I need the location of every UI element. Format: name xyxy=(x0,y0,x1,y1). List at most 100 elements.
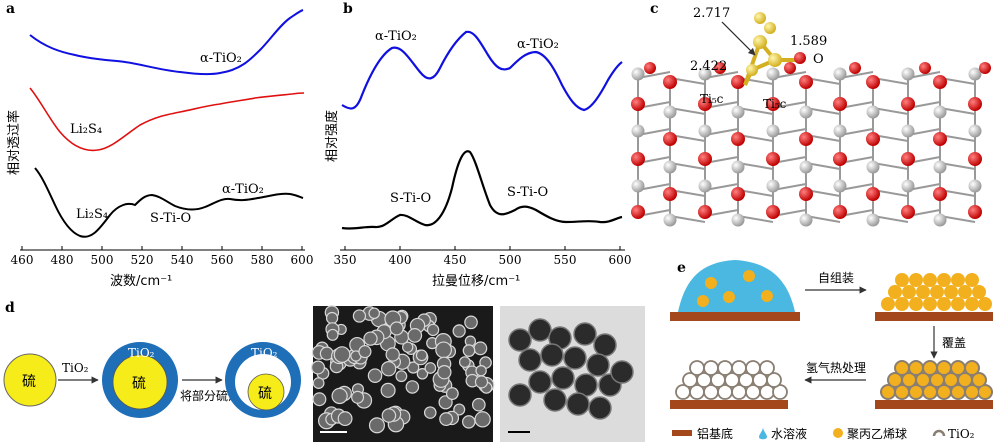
panel-b-x-tick-label: 400 xyxy=(389,253,412,267)
pp-sphere xyxy=(951,273,965,287)
panel-c-ti-label-1: Ti₅c xyxy=(700,92,724,106)
pp-sphere xyxy=(916,285,930,299)
hollow-tio2-shell xyxy=(689,360,705,376)
titanium-atom xyxy=(799,213,813,227)
oxygen-atom xyxy=(663,187,677,201)
panel-b-x-tick-label: 500 xyxy=(499,253,522,267)
shell-label-1: TiO₂ xyxy=(128,346,155,360)
oxygen-atom xyxy=(698,152,712,166)
pp-sphere xyxy=(697,295,709,307)
oxygen-atom xyxy=(901,152,915,166)
panel-b-top-curve xyxy=(341,30,623,112)
hollow-tio2-shell xyxy=(766,372,782,388)
pp-sphere xyxy=(972,285,986,299)
tem-particle xyxy=(610,360,634,384)
sem-sphere xyxy=(352,309,367,323)
substrate xyxy=(875,400,993,409)
panel-c: c 2.717 1.589 2.422 O Ti₅c Ti₅c xyxy=(631,1,991,227)
pp-sphere xyxy=(910,362,922,374)
panel-e: e 自组装 覆盖 氢气热处理 铝基底 水溶液 聚丙乙烯球 xyxy=(670,260,993,441)
panel-a-label-alpha-top: α-TiO₂ xyxy=(200,51,242,66)
panel-a-top-curve xyxy=(29,9,304,76)
panel-c-distance-3: 2.422 xyxy=(690,59,727,74)
substrate xyxy=(670,400,788,409)
sulfur-particle xyxy=(3,353,57,407)
panel-b-label-stio-1: S-Ti-O xyxy=(390,191,431,206)
sem-sphere xyxy=(325,311,339,325)
panel-a-x-ticks: 460 480 500 520 540 560 580 600 xyxy=(11,246,313,267)
tem-particle xyxy=(563,346,587,370)
pp-sphere xyxy=(705,277,717,289)
oxygen-atom xyxy=(714,62,726,74)
sem-sphere xyxy=(464,315,478,330)
oxygen-atom xyxy=(731,187,745,201)
pp-sphere xyxy=(896,386,908,398)
panel-e-letter: e xyxy=(677,260,686,276)
sem-sphere xyxy=(445,387,459,400)
panel-a-xlabel: 波数/cm⁻¹ xyxy=(110,274,172,289)
substrate xyxy=(670,312,800,321)
oxygen-atom xyxy=(933,187,947,201)
oxygen-atom xyxy=(979,62,991,74)
titanium-atom xyxy=(731,105,745,119)
pp-sphere xyxy=(723,291,735,303)
titanium-atom xyxy=(663,160,677,174)
oxygen-atom xyxy=(833,97,847,111)
pp-sphere xyxy=(959,374,971,386)
pp-sphere xyxy=(944,285,958,299)
sem-sphere xyxy=(453,403,466,416)
oxygen-atom xyxy=(849,62,861,74)
tem-particle xyxy=(573,322,597,346)
sem-sphere xyxy=(337,411,353,427)
sem-sphere xyxy=(452,324,466,338)
sulfur-core xyxy=(112,354,168,410)
panel-b-x-tick-label: 350 xyxy=(334,253,357,267)
hollow-tio2-shell xyxy=(703,360,719,376)
oxygen-atom xyxy=(663,132,677,146)
pp-sphere xyxy=(903,374,915,386)
sulfur-label-1: 硫 xyxy=(22,374,36,390)
sem-sphere xyxy=(385,347,400,362)
panel-a-x-tick-label: 480 xyxy=(51,253,74,267)
oxygen-atom xyxy=(833,152,847,166)
panel-a-letter: a xyxy=(6,1,15,17)
oxygen-atom xyxy=(919,62,931,74)
oxygen-atom xyxy=(799,187,813,201)
sem-sphere xyxy=(415,349,428,362)
panel-e-step-cover: 覆盖 xyxy=(942,336,966,350)
panel-a-label-li2s4-bot: Li₂S₄ xyxy=(76,207,108,222)
sem-sphere xyxy=(426,323,440,337)
substrate xyxy=(875,312,993,321)
sem-sphere xyxy=(435,341,452,359)
oxygen-atom xyxy=(866,132,880,146)
sem-sphere xyxy=(333,346,351,363)
sem-sphere xyxy=(473,341,488,356)
pp-sphere xyxy=(889,374,901,386)
titanium-atom xyxy=(933,160,947,174)
pp-sphere xyxy=(952,362,964,374)
tem-particle xyxy=(508,328,532,352)
sem-sphere xyxy=(475,364,487,377)
sulfur-atom xyxy=(746,64,758,76)
panel-c-sulfur-cluster xyxy=(743,12,806,86)
panel-b-bot-curve xyxy=(341,150,623,230)
titanium-atom xyxy=(663,213,677,227)
panel-a-x-tick-label: 540 xyxy=(171,253,194,267)
panel-b-letter: b xyxy=(343,1,353,17)
hollow-shell-array xyxy=(675,360,788,400)
sem-sphere xyxy=(439,412,454,427)
tem-particle xyxy=(508,383,532,407)
oxygen-atom xyxy=(968,152,982,166)
panel-b: b 350 400 450 500 550 600 拉曼位移/cm⁻¹ 相对强度 α-Ti… xyxy=(324,1,631,289)
pp-sphere xyxy=(896,362,908,374)
sem-sphere xyxy=(459,356,471,368)
oxygen-atom xyxy=(784,62,796,74)
tem-particle xyxy=(528,318,552,342)
panel-e-legend: 铝基底 水溶液 聚丙乙烯球 TiO₂ xyxy=(672,426,975,441)
panel-a-x-tick-label: 460 xyxy=(11,253,34,267)
titanium-atom xyxy=(731,160,745,174)
legend-water-drop-icon xyxy=(759,427,767,440)
panel-b-x-tick-label: 550 xyxy=(554,253,577,267)
panel-a-label-stio: S-Ti-O xyxy=(150,211,191,226)
